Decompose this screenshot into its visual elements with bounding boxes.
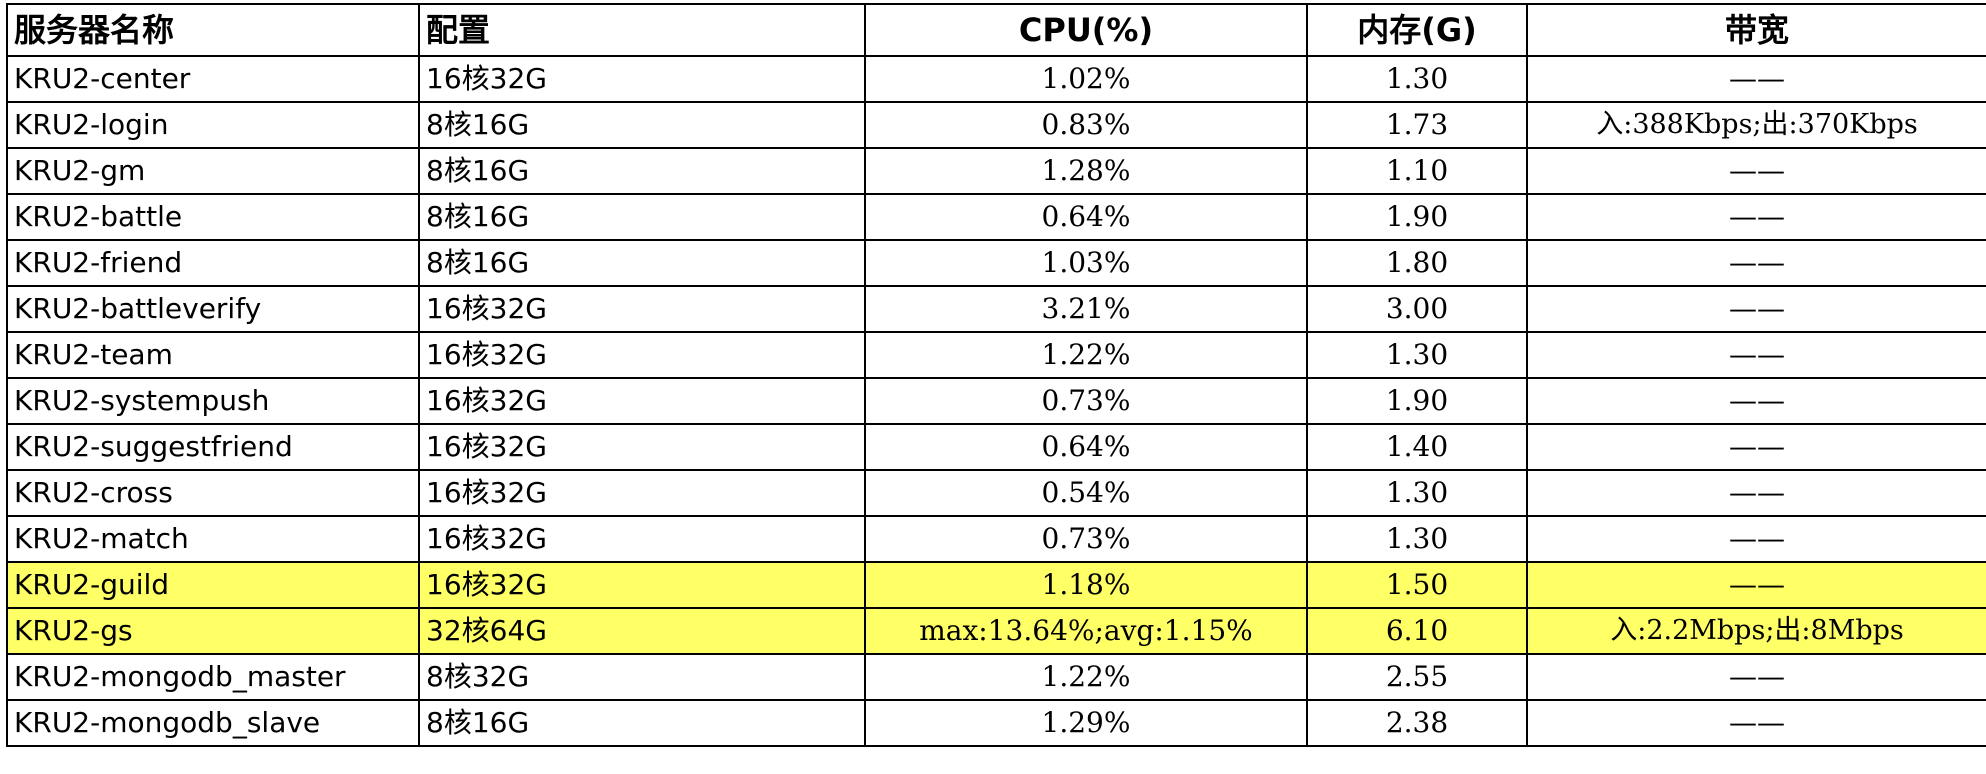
table-row: KRU2-suggestfriend 16核32G 0.64% 1.40 —— [6,423,1986,471]
cell-memory[interactable]: 3.00 [1306,285,1528,333]
table-row: KRU2-guild 16核32G 1.18% 1.50 —— [6,561,1986,609]
cell-memory[interactable]: 6.10 [1306,607,1528,655]
cell-server-name[interactable]: KRU2-gs [6,607,420,655]
cell-memory[interactable]: 1.10 [1306,147,1528,195]
table-body: KRU2-center 16核32G 1.02% 1.30 —— KRU2-login 8核… [6,55,1986,747]
cell-memory[interactable]: 2.55 [1306,653,1528,701]
cell-server-name[interactable]: KRU2-guild [6,561,420,609]
cell-cpu[interactable]: 1.29% [864,699,1308,747]
cell-cpu[interactable]: 3.21% [864,285,1308,333]
cell-bandwidth[interactable]: —— [1526,469,1986,517]
cell-bandwidth[interactable]: —— [1526,193,1986,241]
cell-cpu[interactable]: 0.64% [864,193,1308,241]
cell-server-name[interactable]: KRU2-cross [6,469,420,517]
header-memory[interactable]: 内存(G) [1306,3,1528,57]
cell-cpu[interactable]: 1.28% [864,147,1308,195]
cell-cpu[interactable]: 1.18% [864,561,1308,609]
cell-memory[interactable]: 1.30 [1306,55,1528,103]
cell-server-name[interactable]: KRU2-mongodb_master [6,653,420,701]
cell-cpu[interactable]: max:13.64%;avg:1.15% [864,607,1308,655]
cell-config[interactable]: 8核16G [418,101,866,149]
table-row: KRU2-login 8核16G 0.83% 1.73 入:388Kbps;出:370K… [6,101,1986,149]
cell-server-name[interactable]: KRU2-team [6,331,420,379]
cell-bandwidth[interactable]: —— [1526,653,1986,701]
cell-bandwidth[interactable]: 入:2.2Mbps;出:8Mbps [1526,607,1986,655]
cell-bandwidth[interactable]: —— [1526,285,1986,333]
table-row: KRU2-battle 8核16G 0.64% 1.90 —— [6,193,1986,241]
cell-config[interactable]: 32核64G [418,607,866,655]
cell-cpu[interactable]: 0.73% [864,515,1308,563]
cell-memory[interactable]: 1.30 [1306,469,1528,517]
cell-config[interactable]: 16核32G [418,469,866,517]
cell-memory[interactable]: 1.90 [1306,193,1528,241]
cell-cpu[interactable]: 1.02% [864,55,1308,103]
cell-memory[interactable]: 1.73 [1306,101,1528,149]
cell-config[interactable]: 8核16G [418,193,866,241]
cell-config[interactable]: 16核32G [418,331,866,379]
cell-cpu[interactable]: 0.83% [864,101,1308,149]
table-row: KRU2-systempush 16核32G 0.73% 1.90 —— [6,377,1986,425]
cell-server-name[interactable]: KRU2-battleverify [6,285,420,333]
cell-cpu[interactable]: 1.22% [864,653,1308,701]
cell-cpu[interactable]: 1.03% [864,239,1308,287]
header-cpu[interactable]: CPU(%) [864,3,1308,57]
cell-server-name[interactable]: KRU2-suggestfriend [6,423,420,471]
header-config[interactable]: 配置 [418,3,866,57]
table-row: KRU2-friend 8核16G 1.03% 1.80 —— [6,239,1986,287]
cell-memory[interactable]: 1.80 [1306,239,1528,287]
server-table: 服务器名称 配置 CPU(%) 内存(G) 带宽 KRU2-center 16核3… [6,3,1986,747]
cell-memory[interactable]: 1.40 [1306,423,1528,471]
table-row: KRU2-match 16核32G 0.73% 1.30 —— [6,515,1986,563]
cell-bandwidth[interactable]: —— [1526,515,1986,563]
cell-config[interactable]: 8核16G [418,699,866,747]
cell-memory[interactable]: 1.50 [1306,561,1528,609]
cell-config[interactable]: 16核32G [418,515,866,563]
cell-cpu[interactable]: 0.73% [864,377,1308,425]
cell-server-name[interactable]: KRU2-mongodb_slave [6,699,420,747]
cell-server-name[interactable]: KRU2-systempush [6,377,420,425]
cell-bandwidth[interactable]: —— [1526,561,1986,609]
cell-config[interactable]: 16核32G [418,377,866,425]
cell-server-name[interactable]: KRU2-friend [6,239,420,287]
cell-server-name[interactable]: KRU2-match [6,515,420,563]
cell-cpu[interactable]: 0.64% [864,423,1308,471]
cell-server-name[interactable]: KRU2-center [6,55,420,103]
table-row: KRU2-mongodb_master 8核32G 1.22% 2.55 —— [6,653,1986,701]
cell-bandwidth[interactable]: —— [1526,377,1986,425]
header-bandwidth[interactable]: 带宽 [1526,3,1986,57]
cell-bandwidth[interactable]: —— [1526,55,1986,103]
cell-server-name[interactable]: KRU2-gm [6,147,420,195]
table-row: KRU2-battleverify 16核32G 3.21% 3.00 —— [6,285,1986,333]
cell-config[interactable]: 16核32G [418,285,866,333]
cell-bandwidth[interactable]: —— [1526,423,1986,471]
cell-config[interactable]: 8核16G [418,147,866,195]
cell-config[interactable]: 16核32G [418,423,866,471]
cell-bandwidth[interactable]: —— [1526,331,1986,379]
table-row: KRU2-mongodb_slave 8核16G 1.29% 2.38 —— [6,699,1986,747]
cell-cpu[interactable]: 1.22% [864,331,1308,379]
cell-server-name[interactable]: KRU2-battle [6,193,420,241]
cell-bandwidth[interactable]: —— [1526,147,1986,195]
table-row: KRU2-gm 8核16G 1.28% 1.10 —— [6,147,1986,195]
cell-memory[interactable]: 1.90 [1306,377,1528,425]
cell-memory[interactable]: 1.30 [1306,331,1528,379]
cell-config[interactable]: 8核16G [418,239,866,287]
cell-config[interactable]: 16核32G [418,561,866,609]
header-row: 服务器名称 配置 CPU(%) 内存(G) 带宽 [6,3,1986,57]
table-row: KRU2-gs 32核64G max:13.64%;avg:1.15% 6.10 入:2… [6,607,1986,655]
cell-memory[interactable]: 2.38 [1306,699,1528,747]
cell-bandwidth[interactable]: 入:388Kbps;出:370Kbps [1526,101,1986,149]
cell-config[interactable]: 8核32G [418,653,866,701]
cell-bandwidth[interactable]: —— [1526,699,1986,747]
cell-cpu[interactable]: 0.54% [864,469,1308,517]
table-row: KRU2-cross 16核32G 0.54% 1.30 —— [6,469,1986,517]
cell-server-name[interactable]: KRU2-login [6,101,420,149]
cell-memory[interactable]: 1.30 [1306,515,1528,563]
cell-config[interactable]: 16核32G [418,55,866,103]
table-row: KRU2-center 16核32G 1.02% 1.30 —— [6,55,1986,103]
header-server-name[interactable]: 服务器名称 [6,3,420,57]
cell-bandwidth[interactable]: —— [1526,239,1986,287]
table-row: KRU2-team 16核32G 1.22% 1.30 —— [6,331,1986,379]
